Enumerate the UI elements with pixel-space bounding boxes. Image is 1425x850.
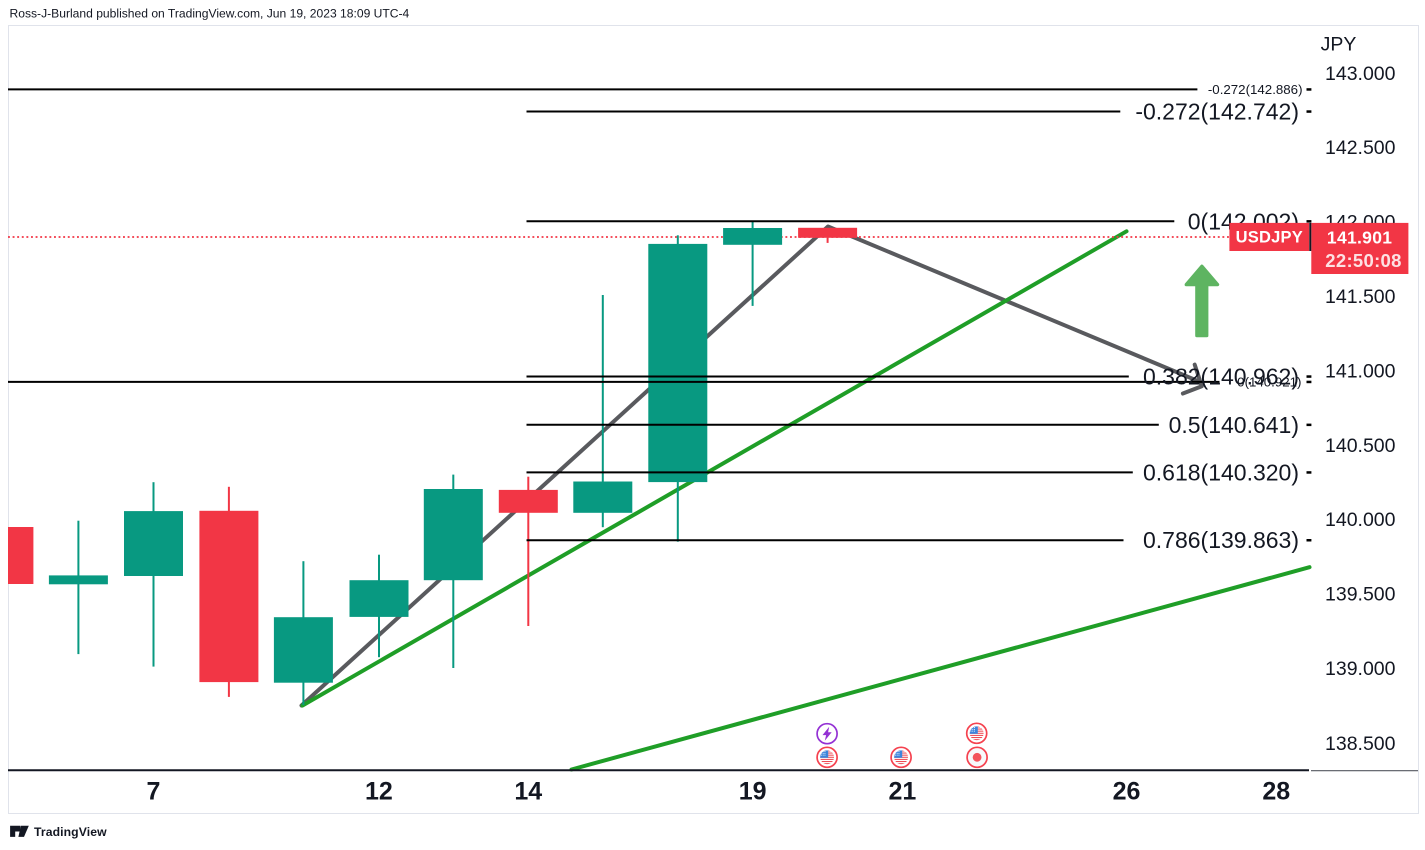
svg-text:12: 12 (365, 778, 393, 806)
svg-text:14: 14 (514, 778, 542, 806)
svg-text:138.500: 138.500 (1325, 733, 1396, 755)
svg-text:142.500: 142.500 (1325, 137, 1396, 159)
svg-text:140.000: 140.000 (1325, 509, 1396, 531)
svg-text:26: 26 (1113, 778, 1141, 806)
svg-text:7: 7 (147, 778, 161, 806)
svg-text:0.786(139.863): 0.786(139.863) (1143, 527, 1299, 553)
svg-text:-0.272(142.886): -0.272(142.886) (1208, 82, 1303, 97)
svg-text:TradingView: TradingView (34, 825, 107, 839)
svg-text:21: 21 (888, 778, 916, 806)
svg-text:-0.272(142.742): -0.272(142.742) (1135, 99, 1299, 125)
svg-text:143.000: 143.000 (1325, 63, 1396, 85)
svg-text:28: 28 (1262, 778, 1290, 806)
svg-text:140.500: 140.500 (1325, 435, 1396, 457)
svg-text:0(140.921): 0(140.921) (1237, 374, 1301, 389)
svg-text:141.000: 141.000 (1325, 360, 1396, 382)
svg-text:141.901: 141.901 (1327, 228, 1392, 248)
svg-text:19: 19 (739, 778, 767, 806)
svg-text:USDJPY: USDJPY (1236, 228, 1303, 246)
svg-text:22:50:08: 22:50:08 (1325, 250, 1401, 271)
svg-text:139.500: 139.500 (1325, 584, 1396, 606)
svg-text:141.500: 141.500 (1325, 286, 1396, 308)
svg-text:0.382(140.962): 0.382(140.962) (1143, 364, 1299, 390)
svg-text:0.5(140.641): 0.5(140.641) (1169, 412, 1299, 438)
svg-text:0.618(140.320): 0.618(140.320) (1143, 459, 1299, 485)
svg-text:Ross-J-Burland published on Tr: Ross-J-Burland published on TradingView.… (10, 7, 410, 21)
svg-text:139.000: 139.000 (1325, 658, 1396, 680)
svg-text:JPY: JPY (1321, 34, 1357, 56)
